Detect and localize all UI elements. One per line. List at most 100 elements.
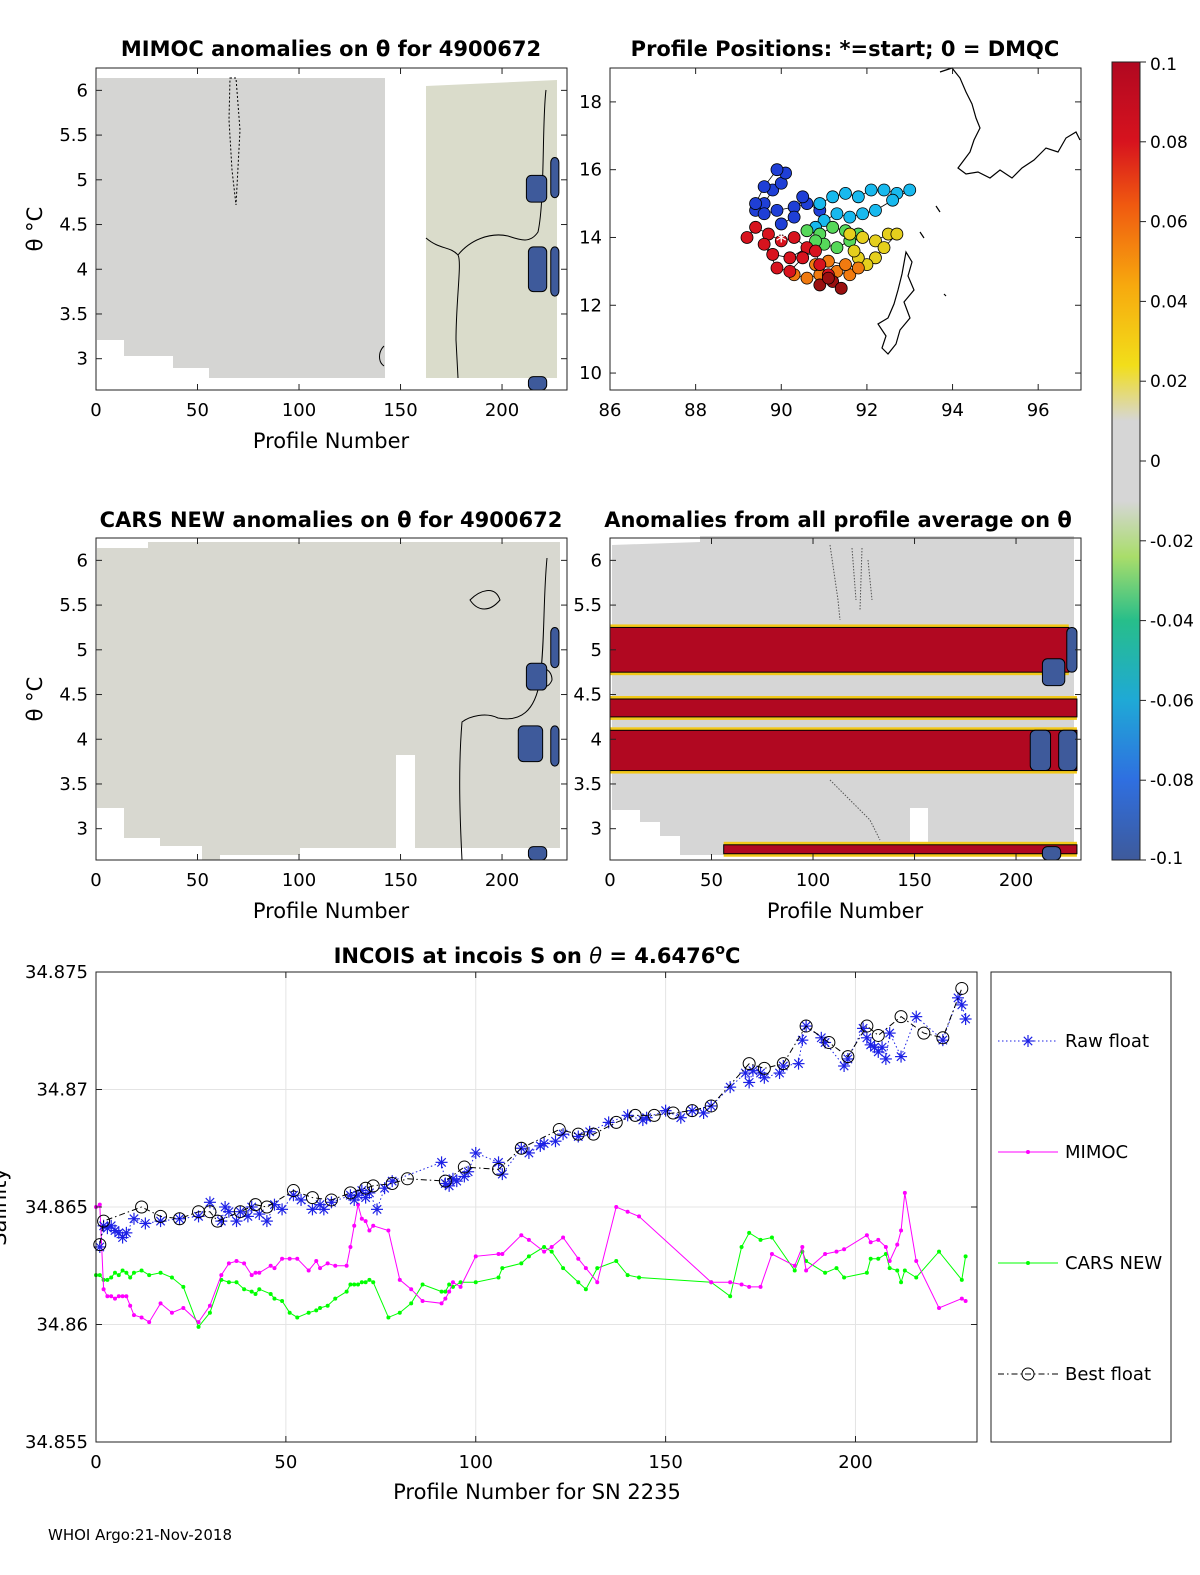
data-point	[883, 1252, 888, 1256]
series-line	[99, 988, 963, 1245]
profile-position-point	[813, 197, 827, 210]
data-point	[685, 1104, 699, 1118]
data-point	[561, 1266, 566, 1271]
data-point	[583, 1266, 588, 1271]
negative-anomaly-patch	[1041, 658, 1066, 687]
legend-label: CARS NEW	[1065, 1253, 1162, 1274]
data-point	[324, 1193, 338, 1207]
data-point	[105, 1294, 110, 1299]
y-tick-label: 5.5	[59, 595, 88, 616]
data-point	[120, 1294, 125, 1299]
data-point	[363, 1219, 368, 1224]
profile-average-blank-corner	[612, 810, 680, 855]
panel-cars-anomalies: CARS NEW anomalies on θ for 4900672 0 50 1…	[23, 508, 568, 923]
data-point	[660, 1106, 671, 1116]
data-point	[372, 1204, 382, 1214]
footer-credit: WHOI Argo:21-Nov-2018	[48, 1526, 232, 1544]
colorbar-tick-label: -0.04	[1150, 612, 1194, 632]
legend-label: MIMOC	[1065, 1142, 1128, 1163]
data-point	[110, 1225, 120, 1236]
cars-x-axis-label: Profile Number	[253, 899, 410, 923]
profile-average-field	[612, 536, 1074, 855]
y-tick-label: 34.875	[25, 962, 88, 983]
data-point	[959, 1296, 964, 1301]
data-point	[306, 1310, 311, 1315]
profile-position-point	[839, 187, 852, 200]
data-point	[106, 1221, 116, 1231]
data-point	[169, 1275, 174, 1280]
x-tick-label: 90	[770, 400, 793, 421]
profile-position-point	[826, 190, 840, 204]
data-point	[305, 1191, 319, 1205]
data-point	[260, 1200, 274, 1214]
data-point	[747, 1230, 752, 1235]
x-tick-label: 100	[282, 870, 316, 891]
profile-position-point	[830, 241, 844, 255]
colorbar-gradient	[1111, 61, 1141, 861]
profile-average-y-ticks: 3 3.5 4 4.5 5 5.5 6	[573, 550, 1081, 840]
data-point	[226, 1280, 231, 1285]
profile-position-point	[783, 264, 797, 278]
x-tick-label: 200	[485, 400, 519, 421]
data-point	[448, 1174, 458, 1184]
data-point	[124, 1294, 129, 1299]
data-point	[873, 1047, 883, 1057]
negative-anomaly-patch	[1041, 846, 1062, 861]
x-tick-label: 150	[383, 870, 417, 891]
y-tick-label: 4	[77, 259, 88, 280]
profile-average-positive-bands	[609, 624, 1078, 857]
data-point	[181, 1306, 186, 1311]
data-point	[704, 1099, 718, 1113]
data-point	[642, 1113, 652, 1123]
data-point	[739, 1244, 744, 1249]
data-point	[205, 1197, 215, 1207]
data-point	[120, 1268, 125, 1273]
profile-position-point	[856, 207, 870, 221]
legend-marker	[1026, 1150, 1030, 1154]
data-point	[224, 1207, 234, 1217]
mimoc-contour-dotted	[228, 77, 241, 206]
data-point	[128, 1275, 133, 1280]
y-tick-label: 6	[591, 550, 602, 571]
data-point	[124, 1270, 129, 1275]
profile-position-point	[740, 231, 754, 244]
y-tick-label: 3	[77, 819, 88, 840]
data-point	[526, 1237, 531, 1242]
profile-position-point	[809, 244, 822, 258]
data-point	[747, 1284, 752, 1289]
data-point	[447, 1282, 452, 1287]
data-point	[105, 1277, 110, 1282]
series-line	[95, 1192, 966, 1323]
data-point	[280, 1299, 285, 1303]
data-point	[242, 1261, 247, 1266]
profile-position-point	[826, 220, 840, 234]
profile-position-point	[839, 258, 852, 271]
data-point	[443, 1289, 448, 1294]
x-tick-label: 200	[485, 870, 519, 891]
data-point	[799, 1019, 813, 1033]
legend-marker	[1021, 1367, 1035, 1381]
positive-anomaly-band	[609, 729, 1078, 772]
data-point	[116, 1294, 121, 1299]
negative-anomaly-patch	[517, 725, 544, 763]
y-tick-label: 12	[579, 295, 602, 316]
data-point	[344, 1289, 349, 1294]
x-tick-label: 150	[648, 1452, 682, 1473]
data-point	[193, 1211, 204, 1222]
data-point	[914, 1275, 919, 1280]
data-point	[233, 1205, 247, 1219]
negative-anomaly-patch	[527, 376, 548, 391]
data-point	[420, 1282, 425, 1287]
colorbar: 0.1 0.08 0.06 0.04 0.02 0 -0.02 -0.04 -0.06 -0.08…	[1111, 55, 1194, 869]
data-point	[902, 1268, 907, 1273]
coastline-north	[939, 67, 1081, 179]
data-point	[333, 1296, 338, 1301]
profile-average-negative-patches	[1029, 626, 1078, 861]
data-point	[834, 1249, 839, 1254]
profile-position-point	[749, 220, 762, 234]
data-point	[155, 1216, 166, 1226]
data-point	[625, 1273, 630, 1278]
data-point	[371, 1223, 376, 1228]
y-tick-label: 4	[77, 729, 88, 750]
data-point	[666, 1106, 680, 1120]
